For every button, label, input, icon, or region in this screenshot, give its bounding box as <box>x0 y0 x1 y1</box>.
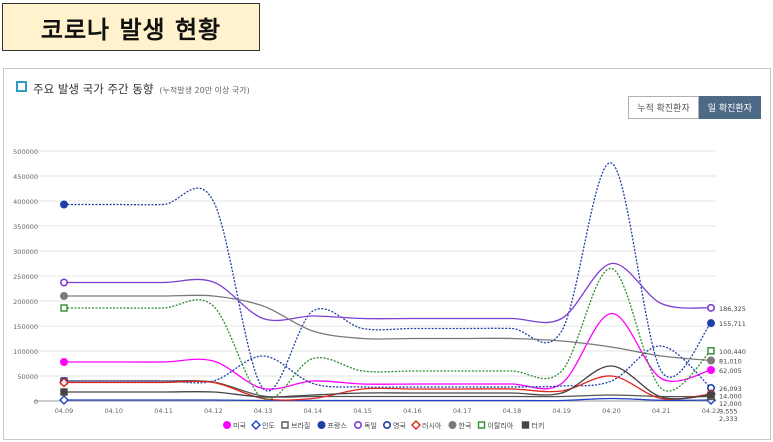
series-line-3 <box>63 162 712 392</box>
y-tick-label: 0 <box>34 398 38 406</box>
panel-header: 주요 발생 국가 주간 동향 (누적발생 20만 이상 국가) <box>16 81 250 97</box>
legend-marker <box>251 420 261 430</box>
panel-subtitle: (누적발생 20만 이상 국가) <box>159 86 250 95</box>
legend-label: 한국 <box>459 422 472 430</box>
data-point-end-9 <box>707 391 715 399</box>
legend-marker <box>353 420 362 429</box>
y-tick-label: 250000 <box>13 273 38 281</box>
data-label: 14,000 <box>719 392 742 400</box>
legend-marker <box>223 420 232 429</box>
series-line-9 <box>64 365 712 400</box>
view-toggle: 누적 확진환자 일 확진환자 <box>628 96 761 119</box>
x-tick-label: 04.11 <box>154 407 173 415</box>
series-line-1 <box>64 397 712 402</box>
data-point-start-1 <box>59 395 69 405</box>
data-label: 12,000 <box>719 400 742 408</box>
data-point-start-3 <box>59 200 68 209</box>
panel-title: 주요 발생 국가 주간 동향 <box>33 82 154 96</box>
toggle-daily-button[interactable]: 일 확진환자 <box>698 96 761 119</box>
data-point-end-3 <box>706 319 715 328</box>
legend-label: 미국 <box>233 421 246 430</box>
x-tick-label: 04.14 <box>304 407 323 415</box>
data-point-start-4 <box>59 278 68 287</box>
square-bullet-icon <box>16 81 27 92</box>
chart-panel: 주요 발생 국가 주간 동향 (누적발생 20만 이상 국가) 누적 확진환자 … <box>3 68 771 440</box>
x-tick-label: 04.20 <box>602 407 621 415</box>
data-point-end-7 <box>706 356 715 365</box>
x-tick-label: 04.21 <box>652 407 671 415</box>
data-point-end-4 <box>706 303 715 312</box>
series-line-5 <box>63 345 712 389</box>
y-tick-label: 450000 <box>13 173 38 181</box>
series-line-4 <box>64 262 712 324</box>
data-label: 186,325 <box>719 305 746 313</box>
legend-marker <box>382 420 391 429</box>
y-tick-label: 50000 <box>17 373 38 381</box>
data-point-start-0 <box>59 357 68 366</box>
y-tick-label: 300000 <box>13 248 38 256</box>
x-tick-label: 04.19 <box>552 407 571 415</box>
legend-marker <box>411 420 421 430</box>
data-label: 9,555 <box>719 407 738 415</box>
legend-label: 이탈리아 <box>488 421 514 430</box>
data-label: 81,010 <box>719 357 742 365</box>
legend: 미국 인도 브라질 프랑스 독일 영국 러시아 한국 이탈리아 터키 <box>223 420 545 430</box>
legend-label: 독일 <box>364 421 377 430</box>
page-title: 코로나 발생 현황 <box>40 15 222 44</box>
y-tick-label: 100000 <box>13 348 38 356</box>
series-line-0 <box>63 312 712 390</box>
x-tick-label: 04.17 <box>453 407 472 415</box>
y-tick-label: 350000 <box>13 223 38 231</box>
data-point-start-8 <box>60 304 68 312</box>
data-label: 2,333 <box>719 415 738 423</box>
data-label: 62,005 <box>719 367 742 375</box>
legend-marker <box>521 421 530 429</box>
data-point-end-0 <box>706 365 715 374</box>
x-tick-label: 04.09 <box>55 407 74 415</box>
legend-label: 인도 <box>262 421 275 430</box>
series-line-2 <box>63 379 712 398</box>
data-label: 26,093 <box>719 385 742 393</box>
data-point-end-8 <box>707 347 715 355</box>
legend-label: 터키 <box>532 421 545 430</box>
data-label: 100,440 <box>719 348 746 356</box>
legend-label: 러시아 <box>422 421 442 430</box>
x-tick-label: 04.16 <box>403 407 422 415</box>
y-tick-label: 200000 <box>13 298 38 306</box>
legend-marker <box>317 420 326 429</box>
series-line-6 <box>64 375 712 401</box>
x-tick-label: 04.15 <box>353 407 372 415</box>
legend-marker <box>448 420 457 429</box>
data-point-start-7 <box>59 292 68 301</box>
series-line-7 <box>63 294 712 362</box>
toggle-cumulative-button[interactable]: 누적 확진환자 <box>628 96 699 119</box>
data-point-start-9 <box>60 388 68 396</box>
y-tick-label: 500000 <box>13 148 38 156</box>
legend-marker <box>281 421 289 429</box>
legend-label: 브라질 <box>291 421 310 430</box>
legend-label: 영국 <box>393 421 406 430</box>
x-tick-label: 04.18 <box>503 407 522 415</box>
legend-marker <box>477 421 486 429</box>
line-chart: 0 50000 100000 150000 200000 250000 300000 3500… <box>13 148 746 430</box>
x-tick-label: 04.10 <box>104 407 123 415</box>
data-point-start-6 <box>59 377 69 388</box>
y-tick-label: 150000 <box>13 323 38 331</box>
data-label: 155,711 <box>719 320 746 328</box>
legend-label: 프랑스 <box>328 422 348 430</box>
x-tick-label: 04.12 <box>204 407 223 415</box>
y-tick-label: 400000 <box>13 198 38 206</box>
page-title-box: 코로나 발생 현황 <box>2 3 260 51</box>
x-tick-label: 04.13 <box>254 407 273 415</box>
series-line-8 <box>64 267 712 401</box>
x-tick-label: 04.22 <box>702 407 721 415</box>
